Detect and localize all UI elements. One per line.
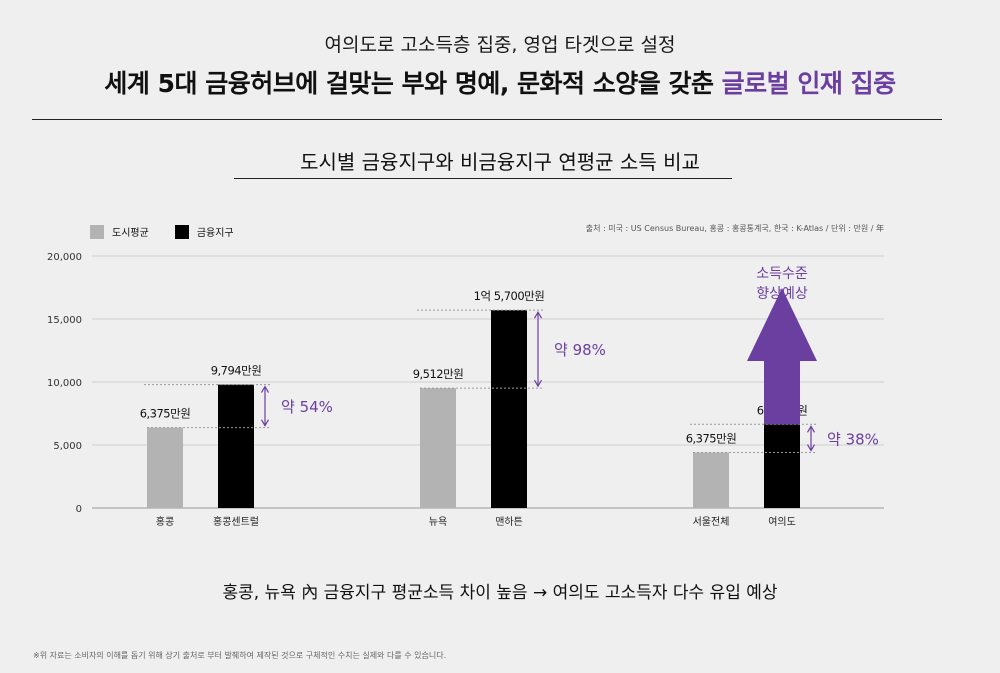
bar [693, 452, 729, 508]
chart-source: 출처 : 미국 : US Census Bureau, 홍콩 : 홍콩통계국, … [585, 224, 884, 233]
bar-value-label: 9,794만원 [211, 364, 262, 378]
bar [218, 384, 254, 508]
annotation-label: 약 38% [827, 430, 879, 448]
legend-label-finance: 금융지구 [196, 228, 234, 239]
chart-title: 도시별 금융지구와 비금융지구 연평균 소득 비교 [300, 150, 700, 174]
page-title: 세계 5대 금융허브에 걸맞는 부와 명예, 문화적 소양을 갖춘 글로벌 인재… [0, 64, 1000, 100]
annotation-arrow-head [806, 444, 816, 452]
bar [420, 388, 456, 508]
annotation-arrow-head [533, 379, 543, 388]
x-tick-label: 홍콩센트럴 [213, 515, 259, 528]
annotation-arrow-head [806, 425, 816, 433]
page-subtitle: 여의도로 고소득층 집중, 영업 타겟으로 설정 [324, 34, 676, 56]
footnote: ※위 자료는 소비자의 이해를 돕기 위해 상기 출처로 부터 발췌하여 제작된… [33, 651, 447, 660]
bar-value-label: 1억 5,700만원 [474, 289, 545, 303]
arrow-label-line2: 향상예상 [756, 286, 808, 302]
income-increase-arrow [747, 288, 817, 425]
summary-text: 홍콩, 뉴욕 內 금융지구 평균소득 차이 높음 → 여의도 고소득자 다수 유… [222, 583, 778, 603]
annotation-label: 약 54% [281, 398, 333, 416]
y-tick-label: 15,000 [47, 315, 82, 326]
annotation-label: 약 98% [554, 341, 606, 359]
y-tick-label: 10,000 [47, 378, 82, 389]
legend-item-finance: 금융지구 [174, 224, 234, 239]
page-title-highlight: 글로벌 인재 집중 [721, 69, 896, 98]
annotation-arrow-head [260, 385, 270, 393]
x-tick-label: 뉴욕 [429, 516, 447, 528]
y-tick-label: 0 [76, 504, 82, 515]
bar-value-label: 6,375만원 [686, 432, 737, 446]
legend-swatch-finance [174, 224, 189, 239]
x-tick-label: 서울전체 [693, 516, 730, 528]
bar [491, 310, 527, 508]
legend-item-city-avg: 도시평균 [90, 224, 149, 239]
annotation-arrow-head [260, 419, 270, 427]
legend-label-city-avg: 도시평균 [112, 228, 149, 239]
annotation-arrow-head [533, 310, 543, 319]
bar [764, 424, 800, 508]
chart-legend: 도시평균 금융지구 [90, 224, 260, 239]
bar-value-label: 6,375만원 [140, 407, 191, 421]
arrow-label-line1: 소득수준 [756, 266, 808, 282]
bar-value-label: 9,512만원 [413, 367, 464, 381]
y-tick-label: 5,000 [53, 441, 82, 452]
x-tick-label: 홍콩 [156, 515, 174, 528]
x-tick-label: 맨하튼 [495, 515, 523, 528]
bar [147, 427, 183, 508]
page-title-main: 세계 5대 금융허브에 걸맞는 부와 명예, 문화적 소양을 갖춘 [104, 69, 722, 98]
title-divider [32, 119, 942, 120]
chart-title-underline [234, 178, 732, 179]
legend-swatch-city-avg [90, 224, 104, 239]
x-tick-label: 여의도 [768, 516, 796, 528]
y-tick-label: 20,000 [47, 252, 82, 263]
